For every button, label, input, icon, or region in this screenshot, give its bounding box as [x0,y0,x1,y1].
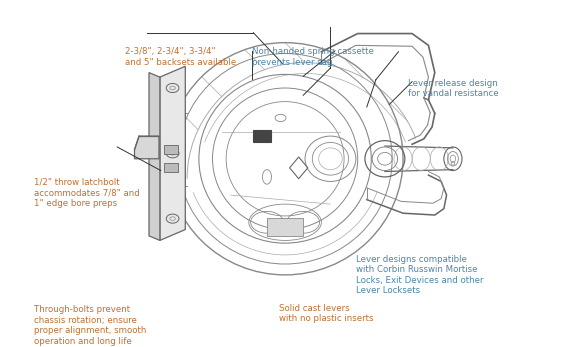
Text: Lever release design
for vandal resistance: Lever release design for vandal resistan… [408,79,499,98]
Text: Lever designs compatible
with Corbin Russwin Mortise
Locks, Exit Devices and oth: Lever designs compatible with Corbin Rus… [356,255,483,295]
FancyBboxPatch shape [253,130,272,142]
Text: Solid cast levers
with no plastic inserts: Solid cast levers with no plastic insert… [279,304,374,323]
FancyBboxPatch shape [267,218,303,236]
Polygon shape [160,66,185,240]
FancyBboxPatch shape [164,163,178,172]
Text: Through-bolts prevent
chassis rotation; ensure
proper alignment, smooth
operatio: Through-bolts prevent chassis rotation; … [34,305,146,346]
Text: 2-3/8", 2-3/4", 3-3/4"
and 5" backsets available: 2-3/8", 2-3/4", 3-3/4" and 5" backsets a… [125,47,236,67]
Polygon shape [134,136,159,159]
Polygon shape [149,73,160,240]
Text: Non-handed spring cassette
prevents lever sag: Non-handed spring cassette prevents leve… [252,47,374,67]
FancyBboxPatch shape [164,145,178,154]
Text: 1/2" throw latchbolt
accommodates 7/8" and
1" edge bore preps: 1/2" throw latchbolt accommodates 7/8" a… [34,178,140,208]
